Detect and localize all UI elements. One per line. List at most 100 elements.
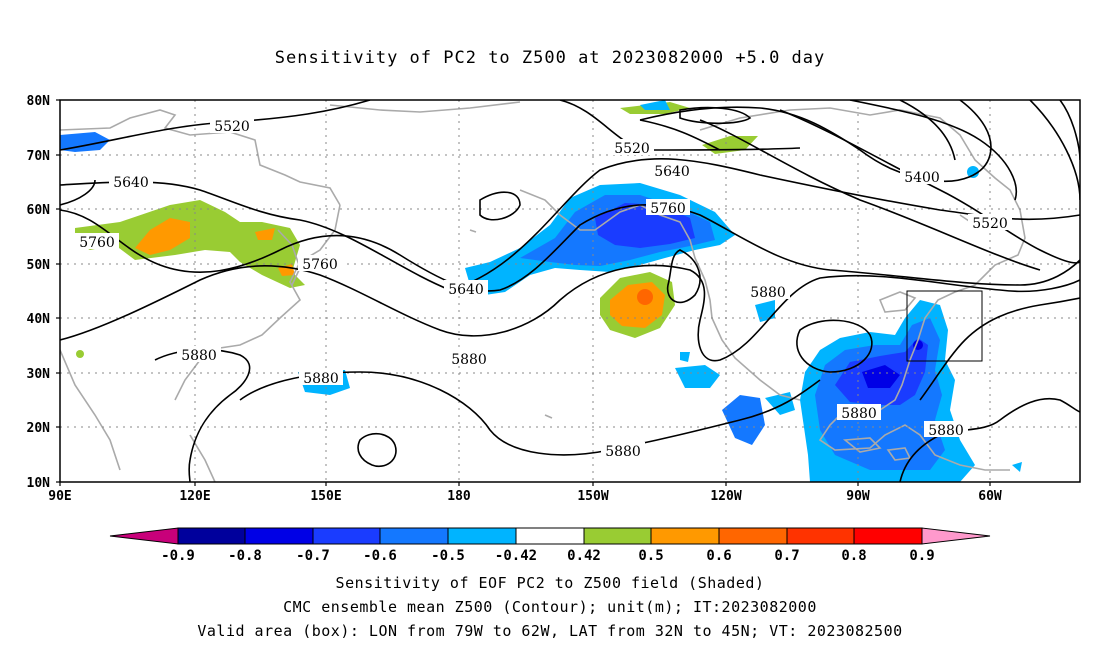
colorbar-cell bbox=[379, 527, 449, 545]
lat-label: 20N bbox=[27, 421, 51, 436]
lat-label: 10N bbox=[27, 476, 51, 491]
colorbar-label: -0.9 bbox=[161, 548, 195, 564]
shade-blob bbox=[755, 300, 775, 322]
contour-label: 5880 bbox=[750, 285, 786, 301]
shade-blob bbox=[967, 166, 979, 178]
contour-label: 5640 bbox=[113, 175, 149, 191]
coastline bbox=[329, 101, 521, 113]
colorbar bbox=[109, 527, 991, 545]
shade-blob bbox=[76, 350, 84, 358]
coastline bbox=[60, 349, 121, 471]
contour-label: 5760 bbox=[650, 201, 686, 217]
contour-label: 5880 bbox=[303, 371, 339, 387]
contour-label: 5760 bbox=[302, 257, 338, 273]
contour-line bbox=[639, 119, 721, 151]
coastline bbox=[878, 291, 917, 313]
contour-line bbox=[699, 119, 1041, 271]
colorbar-cell bbox=[921, 527, 991, 545]
colorbar-label: 0.42 bbox=[567, 548, 601, 564]
map-title: Sensitivity of PC2 to Z500 at 2023082000… bbox=[274, 48, 826, 68]
colorbar-cell bbox=[650, 527, 720, 545]
caption-contour: CMC ensemble mean Z500 (Contour); unit(m… bbox=[283, 598, 817, 616]
lon-label: 180 bbox=[447, 489, 471, 504]
colorbar-label: -0.7 bbox=[296, 548, 330, 564]
shade-blob bbox=[637, 289, 653, 305]
contour-label: 5760 bbox=[79, 235, 115, 251]
shade-blob bbox=[722, 395, 765, 445]
contour-label: 5880 bbox=[181, 348, 217, 364]
shade-blob bbox=[1012, 462, 1022, 472]
colorbar-cell bbox=[109, 527, 179, 545]
lon-label: 60W bbox=[978, 489, 1002, 504]
colorbar-label: 0.5 bbox=[638, 548, 663, 564]
colorbar-cell bbox=[786, 527, 855, 545]
lon-label: 90W bbox=[846, 489, 870, 504]
contour-line bbox=[60, 209, 281, 274]
contour-line bbox=[666, 249, 701, 304]
shade-blob bbox=[675, 365, 720, 388]
coastline bbox=[842, 437, 882, 453]
coastline bbox=[277, 229, 301, 286]
colorbar-label: -0.6 bbox=[363, 548, 397, 564]
colorbar-labels: -0.9 -0.8 -0.7 -0.6 -0.5 -0.42 0.42 0.5 … bbox=[161, 548, 935, 564]
colorbar-label: 0.9 bbox=[909, 548, 934, 564]
contour-line bbox=[796, 319, 873, 373]
longitude-labels: 90E 120E 150E 180 150W 120W 90W 60W bbox=[48, 489, 1002, 504]
lat-label: 60N bbox=[27, 203, 51, 218]
shade-blob bbox=[135, 218, 190, 255]
contour-label: 5400 bbox=[904, 170, 940, 186]
contour-line bbox=[479, 191, 521, 221]
valid-area-box bbox=[906, 290, 983, 362]
contour-line bbox=[849, 100, 1017, 201]
caption-valid-area: Valid area (box): LON from 79W to 62W, L… bbox=[197, 622, 903, 640]
map-frame bbox=[59, 99, 1081, 483]
contour-line bbox=[639, 100, 992, 182]
coastline bbox=[699, 107, 1026, 471]
lat-label: 70N bbox=[27, 149, 51, 164]
latitude-labels: 80N 70N 60N 50N 40N 30N 20N 10N bbox=[27, 94, 51, 491]
coastline bbox=[519, 189, 801, 401]
shade-blob bbox=[640, 100, 670, 110]
contour-line bbox=[899, 100, 956, 161]
contour-line bbox=[60, 179, 96, 206]
axis-ticks bbox=[56, 99, 991, 486]
contour-label: 5520 bbox=[972, 216, 1008, 232]
shade-blob bbox=[75, 200, 305, 288]
contour-line bbox=[919, 297, 1080, 401]
caption-shaded: Sensitivity of EOF PC2 to Z500 field (Sh… bbox=[335, 574, 765, 592]
colorbar-cell bbox=[177, 527, 246, 545]
colorbar-cell bbox=[853, 527, 923, 545]
lon-label: 120E bbox=[179, 489, 210, 504]
contour-label: 5640 bbox=[448, 282, 484, 298]
coastline bbox=[60, 109, 231, 136]
lat-label: 40N bbox=[27, 312, 51, 327]
colorbar-cell bbox=[312, 527, 381, 545]
contour-label: 5880 bbox=[451, 352, 487, 368]
contour-label: 5880 bbox=[605, 444, 641, 460]
grid-lines bbox=[60, 100, 1080, 482]
colorbar-label: 0.8 bbox=[841, 548, 866, 564]
lon-label: 150E bbox=[310, 489, 341, 504]
colorbar-label: -0.8 bbox=[228, 548, 262, 564]
lon-label: 120W bbox=[710, 489, 741, 504]
contour-line bbox=[60, 158, 1080, 291]
colorbar-label: 0.6 bbox=[706, 548, 731, 564]
colorbar-cell bbox=[583, 527, 652, 545]
lat-label: 80N bbox=[27, 94, 51, 109]
lat-label: 50N bbox=[27, 258, 51, 273]
contour-labels: 5520 5520 5400 5520 5640 5640 5760 5760 … bbox=[75, 117, 1012, 460]
contour-line bbox=[60, 264, 1080, 362]
contour-line bbox=[899, 397, 1080, 482]
contour-line bbox=[357, 432, 397, 467]
shade-blob bbox=[765, 392, 795, 415]
contour-line bbox=[679, 106, 752, 124]
coastlines bbox=[60, 101, 1026, 482]
shade-blob bbox=[680, 352, 690, 362]
coastline bbox=[229, 131, 341, 206]
shade-blob bbox=[255, 228, 275, 240]
colorbar-label: 0.7 bbox=[774, 548, 799, 564]
coastline bbox=[469, 229, 477, 233]
colorbar-label: -0.5 bbox=[431, 548, 465, 564]
contour-label: 5520 bbox=[614, 141, 650, 157]
